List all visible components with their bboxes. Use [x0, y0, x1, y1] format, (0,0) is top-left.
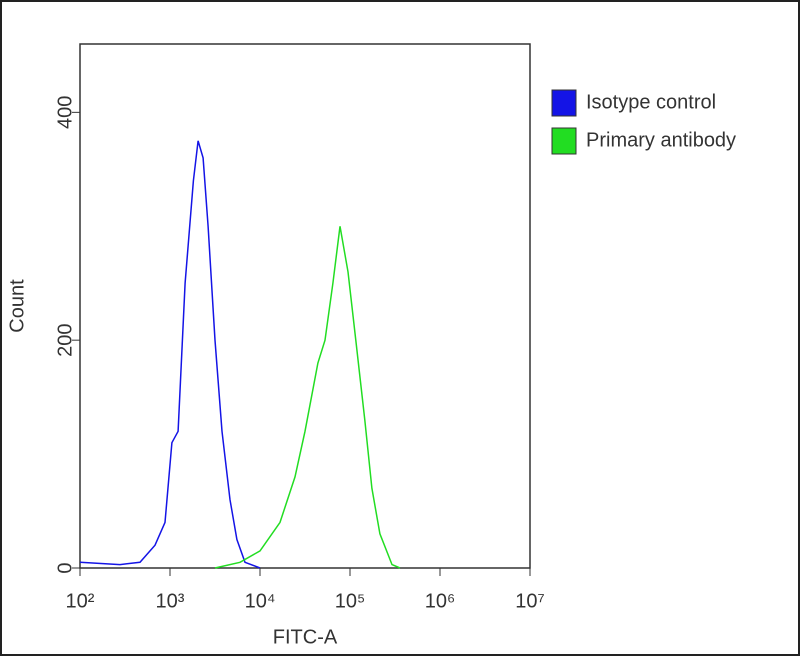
x-tick-label: 10⁴: [245, 590, 276, 612]
y-tick-label: 0: [54, 562, 76, 573]
legend-label: Primary antibody: [586, 129, 736, 151]
x-tick-label: 10²: [66, 590, 95, 612]
histogram-line: [214, 226, 401, 569]
x-tick-label: 10⁵: [335, 590, 366, 612]
x-axis-label: FITC-A: [273, 626, 338, 648]
x-tick-label: 10⁶: [425, 590, 455, 612]
legend-label: Isotype control: [586, 91, 716, 113]
legend-swatch: [551, 89, 577, 117]
y-axis-label: Count: [6, 279, 28, 333]
plot-area: [79, 43, 531, 569]
legend-swatch: [551, 127, 577, 155]
x-tick-label: 10³: [156, 590, 185, 612]
x-tick-label: 10⁷: [515, 590, 544, 612]
y-tick-label: 400: [54, 96, 76, 129]
y-tick-label: 200: [54, 323, 76, 356]
histogram-line: [79, 140, 261, 569]
